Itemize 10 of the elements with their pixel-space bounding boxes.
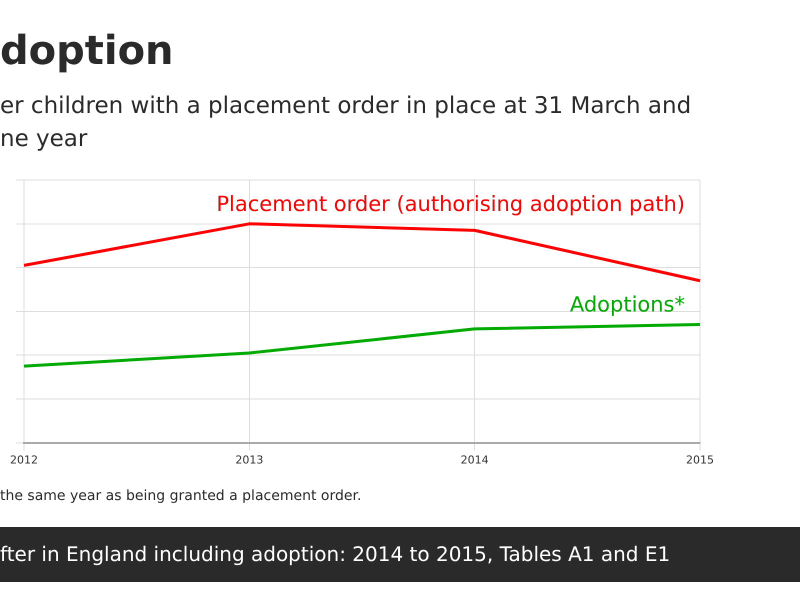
x-tick-label: 2012 (10, 453, 38, 466)
x-tick-label: 2014 (460, 453, 489, 466)
chart-title: doption (0, 28, 174, 74)
series-label: Placement order (authorising adoption path) (216, 192, 685, 216)
chart-subtitle: er children with a placement order in place at 31 March and ne year (0, 92, 692, 154)
x-tick-label: 2015 (686, 453, 714, 466)
series-label: Adoptions* (570, 292, 685, 316)
x-tick-label: 2013 (235, 453, 264, 466)
text: fter in England including adoption: 2014 to 2015, Tables A1 and E1 (0, 527, 800, 582)
text: the same year as being granted a placement order. (0, 488, 362, 504)
